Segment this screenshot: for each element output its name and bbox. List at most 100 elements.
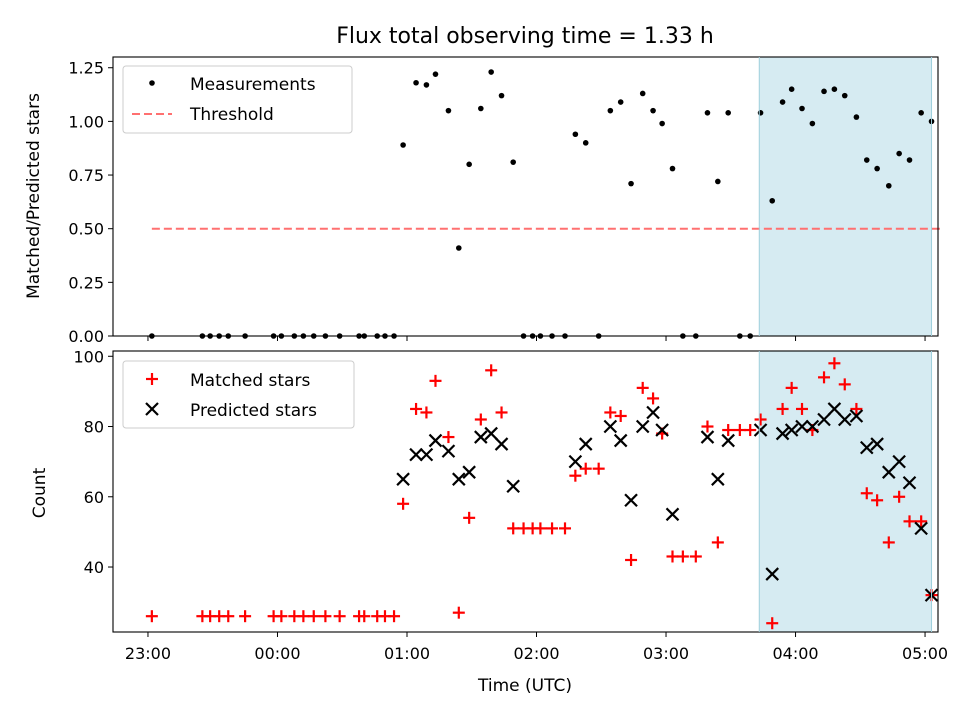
measurement-point xyxy=(478,105,484,112)
matched-stars-point xyxy=(410,402,423,415)
predicted-stars-point xyxy=(646,405,660,420)
measurement-point xyxy=(874,165,880,172)
matched-stars-point xyxy=(429,374,442,387)
measurement-point xyxy=(769,197,776,204)
predicted-stars-point xyxy=(578,437,593,451)
measurement-point xyxy=(617,99,624,105)
predicted-stars-point xyxy=(882,465,896,479)
bottom-axes-frame xyxy=(112,350,939,633)
measurement-point xyxy=(831,86,838,92)
top-legend: Measurements Threshold xyxy=(122,65,353,134)
y-tick-label: 0.75 xyxy=(68,166,104,185)
measurement-point xyxy=(863,157,870,163)
predicted-stars-point xyxy=(711,472,725,486)
matched-stars-point xyxy=(485,364,498,377)
measurement-point xyxy=(821,88,827,95)
legend-measurements-label: Measurements xyxy=(190,75,316,95)
measurement-point xyxy=(918,110,924,116)
predicted-stars-point xyxy=(753,423,768,437)
y-tick-label: 60 xyxy=(84,488,104,507)
predicted-stars-point xyxy=(462,465,476,479)
matched-stars-point xyxy=(358,610,371,623)
predicted-stars-point xyxy=(568,454,583,469)
matched-stars-point xyxy=(569,469,582,482)
matched-stars-point xyxy=(701,420,714,433)
predicted-stars-point xyxy=(665,507,680,522)
predicted-stars-point xyxy=(494,437,509,451)
measurement-point xyxy=(669,165,676,172)
x-tick-label: 23:00 xyxy=(125,644,171,663)
measurement-point xyxy=(885,182,892,189)
matched-stars-point xyxy=(828,357,841,370)
legend-threshold-label: Threshold xyxy=(189,105,274,125)
measurement-point xyxy=(906,157,913,163)
predicted-stars-point xyxy=(484,426,498,441)
matched-stars-point xyxy=(903,515,916,528)
matched-stars-point xyxy=(744,424,757,437)
predicted-stars-point xyxy=(837,412,852,427)
measurement-point xyxy=(715,178,721,185)
matched-stars-point xyxy=(275,610,288,623)
predicted-stars-point xyxy=(624,493,638,508)
y-tick-label: 100 xyxy=(73,347,104,366)
matched-stars-point xyxy=(722,424,735,437)
measurement-point xyxy=(725,110,731,116)
matched-stars-point xyxy=(614,409,627,422)
matched-stars-point xyxy=(559,522,572,535)
predicted-stars-point xyxy=(765,567,780,581)
matched-stars-point xyxy=(546,522,559,535)
measurement-point xyxy=(650,107,656,114)
bottom-y-axis-label: Count xyxy=(30,467,50,518)
bottom-legend-frame xyxy=(122,360,355,429)
matched-stars-point xyxy=(452,606,465,619)
measurement-point xyxy=(582,140,589,146)
matched-stars-point xyxy=(592,462,605,475)
predicted-stars-point xyxy=(613,433,628,448)
matched-stars-point xyxy=(915,515,928,528)
matched-stars-point xyxy=(442,431,455,444)
measurement-point xyxy=(809,120,816,127)
measurement-point xyxy=(841,92,848,99)
x-tick-label: 04:00 xyxy=(772,644,818,663)
y-tick-label: 1.25 xyxy=(68,59,104,78)
matched-stars-point xyxy=(420,406,433,419)
top-y-axis-label: Matched/Predicted stars xyxy=(24,93,44,299)
measurement-point xyxy=(779,99,786,105)
predicted-stars-point xyxy=(700,430,715,444)
matched-stars-point xyxy=(333,610,346,623)
y-tick-label: 0.25 xyxy=(68,273,104,292)
measurement-point xyxy=(788,86,795,92)
predicted-stars-point xyxy=(805,419,820,434)
top-highlight-span xyxy=(759,57,932,336)
matched-stars-point xyxy=(145,610,158,623)
x-tick-label: 05:00 xyxy=(902,644,948,663)
matched-stars-point xyxy=(534,522,547,535)
measurement-point xyxy=(896,150,902,157)
y-tick-label: 80 xyxy=(84,418,104,437)
matched-stars-point xyxy=(636,381,649,394)
predicted-stars-point xyxy=(396,472,410,486)
top-axes: 0.00 0.25 0.50 0.75 1.00 1.25 Matched/Predict… xyxy=(24,56,942,346)
matched-stars-point xyxy=(676,550,689,563)
predicted-stars-point xyxy=(849,409,864,423)
measurement-point xyxy=(488,69,494,75)
matched-stars-point xyxy=(733,424,746,437)
matched-stars-point xyxy=(689,550,702,563)
matched-stars-point xyxy=(495,406,508,419)
predicted-stars-point xyxy=(419,447,434,462)
matched-stars-point xyxy=(838,378,851,391)
measurement-point xyxy=(853,114,860,120)
predicted-stars-point xyxy=(817,412,831,427)
matched-stars-point xyxy=(307,610,320,623)
predicted-stars-point xyxy=(603,419,618,434)
matched-stars-point xyxy=(776,402,789,415)
y-tick-label: 0.50 xyxy=(68,220,104,239)
predicted-stars-point xyxy=(914,521,928,536)
predicted-stars-point xyxy=(474,430,488,444)
matched-stars-point xyxy=(604,406,617,419)
predicted-stars-point xyxy=(795,419,809,434)
measurement-point xyxy=(628,180,634,187)
measurement-point xyxy=(432,71,439,77)
predicted-stars-point xyxy=(635,419,650,434)
